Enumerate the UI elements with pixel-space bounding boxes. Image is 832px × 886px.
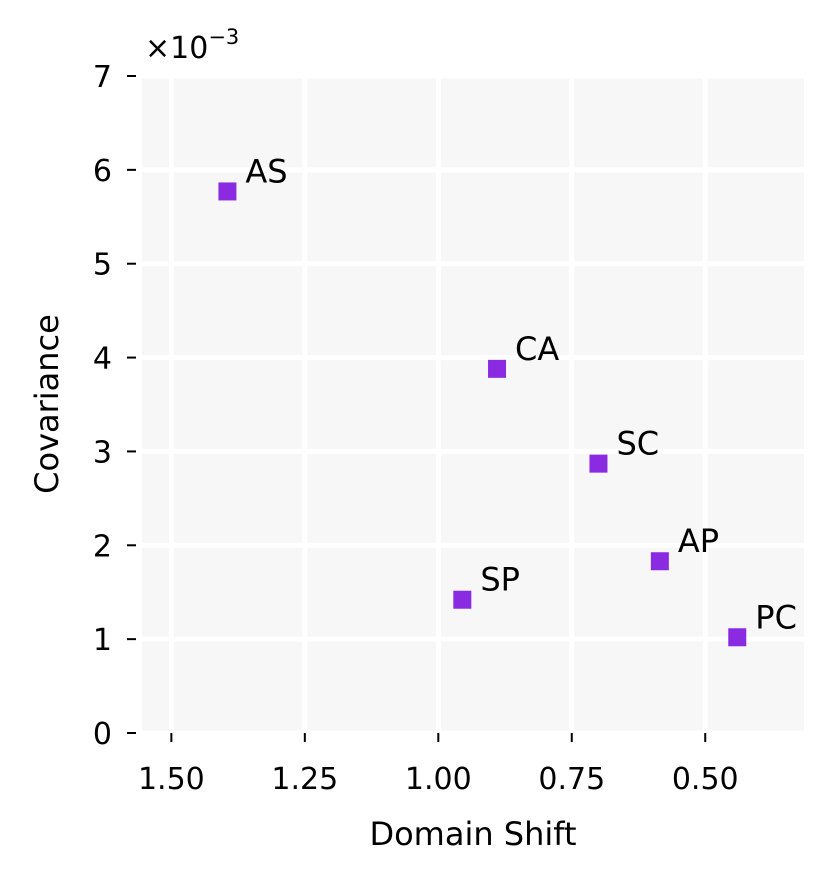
x-tick-label: 0.75 bbox=[538, 762, 605, 797]
y-axis-title: Covariance bbox=[28, 314, 66, 494]
data-point bbox=[218, 182, 237, 201]
y-tick-label: 4 bbox=[93, 342, 112, 377]
gridlines bbox=[142, 73, 804, 736]
data-point bbox=[650, 552, 669, 571]
point-label: AP bbox=[678, 522, 719, 560]
x-tick-label: 1.50 bbox=[138, 762, 205, 797]
data-point bbox=[589, 454, 608, 473]
y-tick-label: 0 bbox=[93, 717, 112, 752]
data-points: AS CA SC AP SP PC bbox=[218, 152, 797, 647]
data-point bbox=[453, 590, 472, 609]
y-tick-label: 5 bbox=[93, 248, 112, 283]
y-tick-label: 1 bbox=[93, 623, 112, 658]
point-label: PC bbox=[755, 598, 797, 636]
y-tick-label: 2 bbox=[93, 529, 112, 564]
point-label: SC bbox=[616, 425, 659, 463]
data-point bbox=[728, 628, 747, 647]
x-axis-title: Domain Shift bbox=[369, 815, 576, 853]
y-tick-label: 6 bbox=[93, 154, 112, 189]
point-label: CA bbox=[515, 330, 559, 368]
x-tick-label: 0.50 bbox=[672, 762, 739, 797]
point-label: SP bbox=[480, 561, 520, 599]
x-tick-label: 1.00 bbox=[405, 762, 472, 797]
axis-ticks: 1.50 1.25 1.00 0.75 0.50 0 1 2 3 4 5 6 7 bbox=[93, 60, 739, 797]
y-tick-label: 3 bbox=[93, 435, 112, 470]
y-tick-label: 7 bbox=[93, 60, 112, 95]
point-label: AS bbox=[245, 152, 287, 190]
y-offset-label: ×10−3 bbox=[145, 25, 239, 66]
plot-area bbox=[142, 76, 804, 733]
x-tick-label: 1.25 bbox=[271, 762, 338, 797]
data-point bbox=[488, 359, 507, 378]
